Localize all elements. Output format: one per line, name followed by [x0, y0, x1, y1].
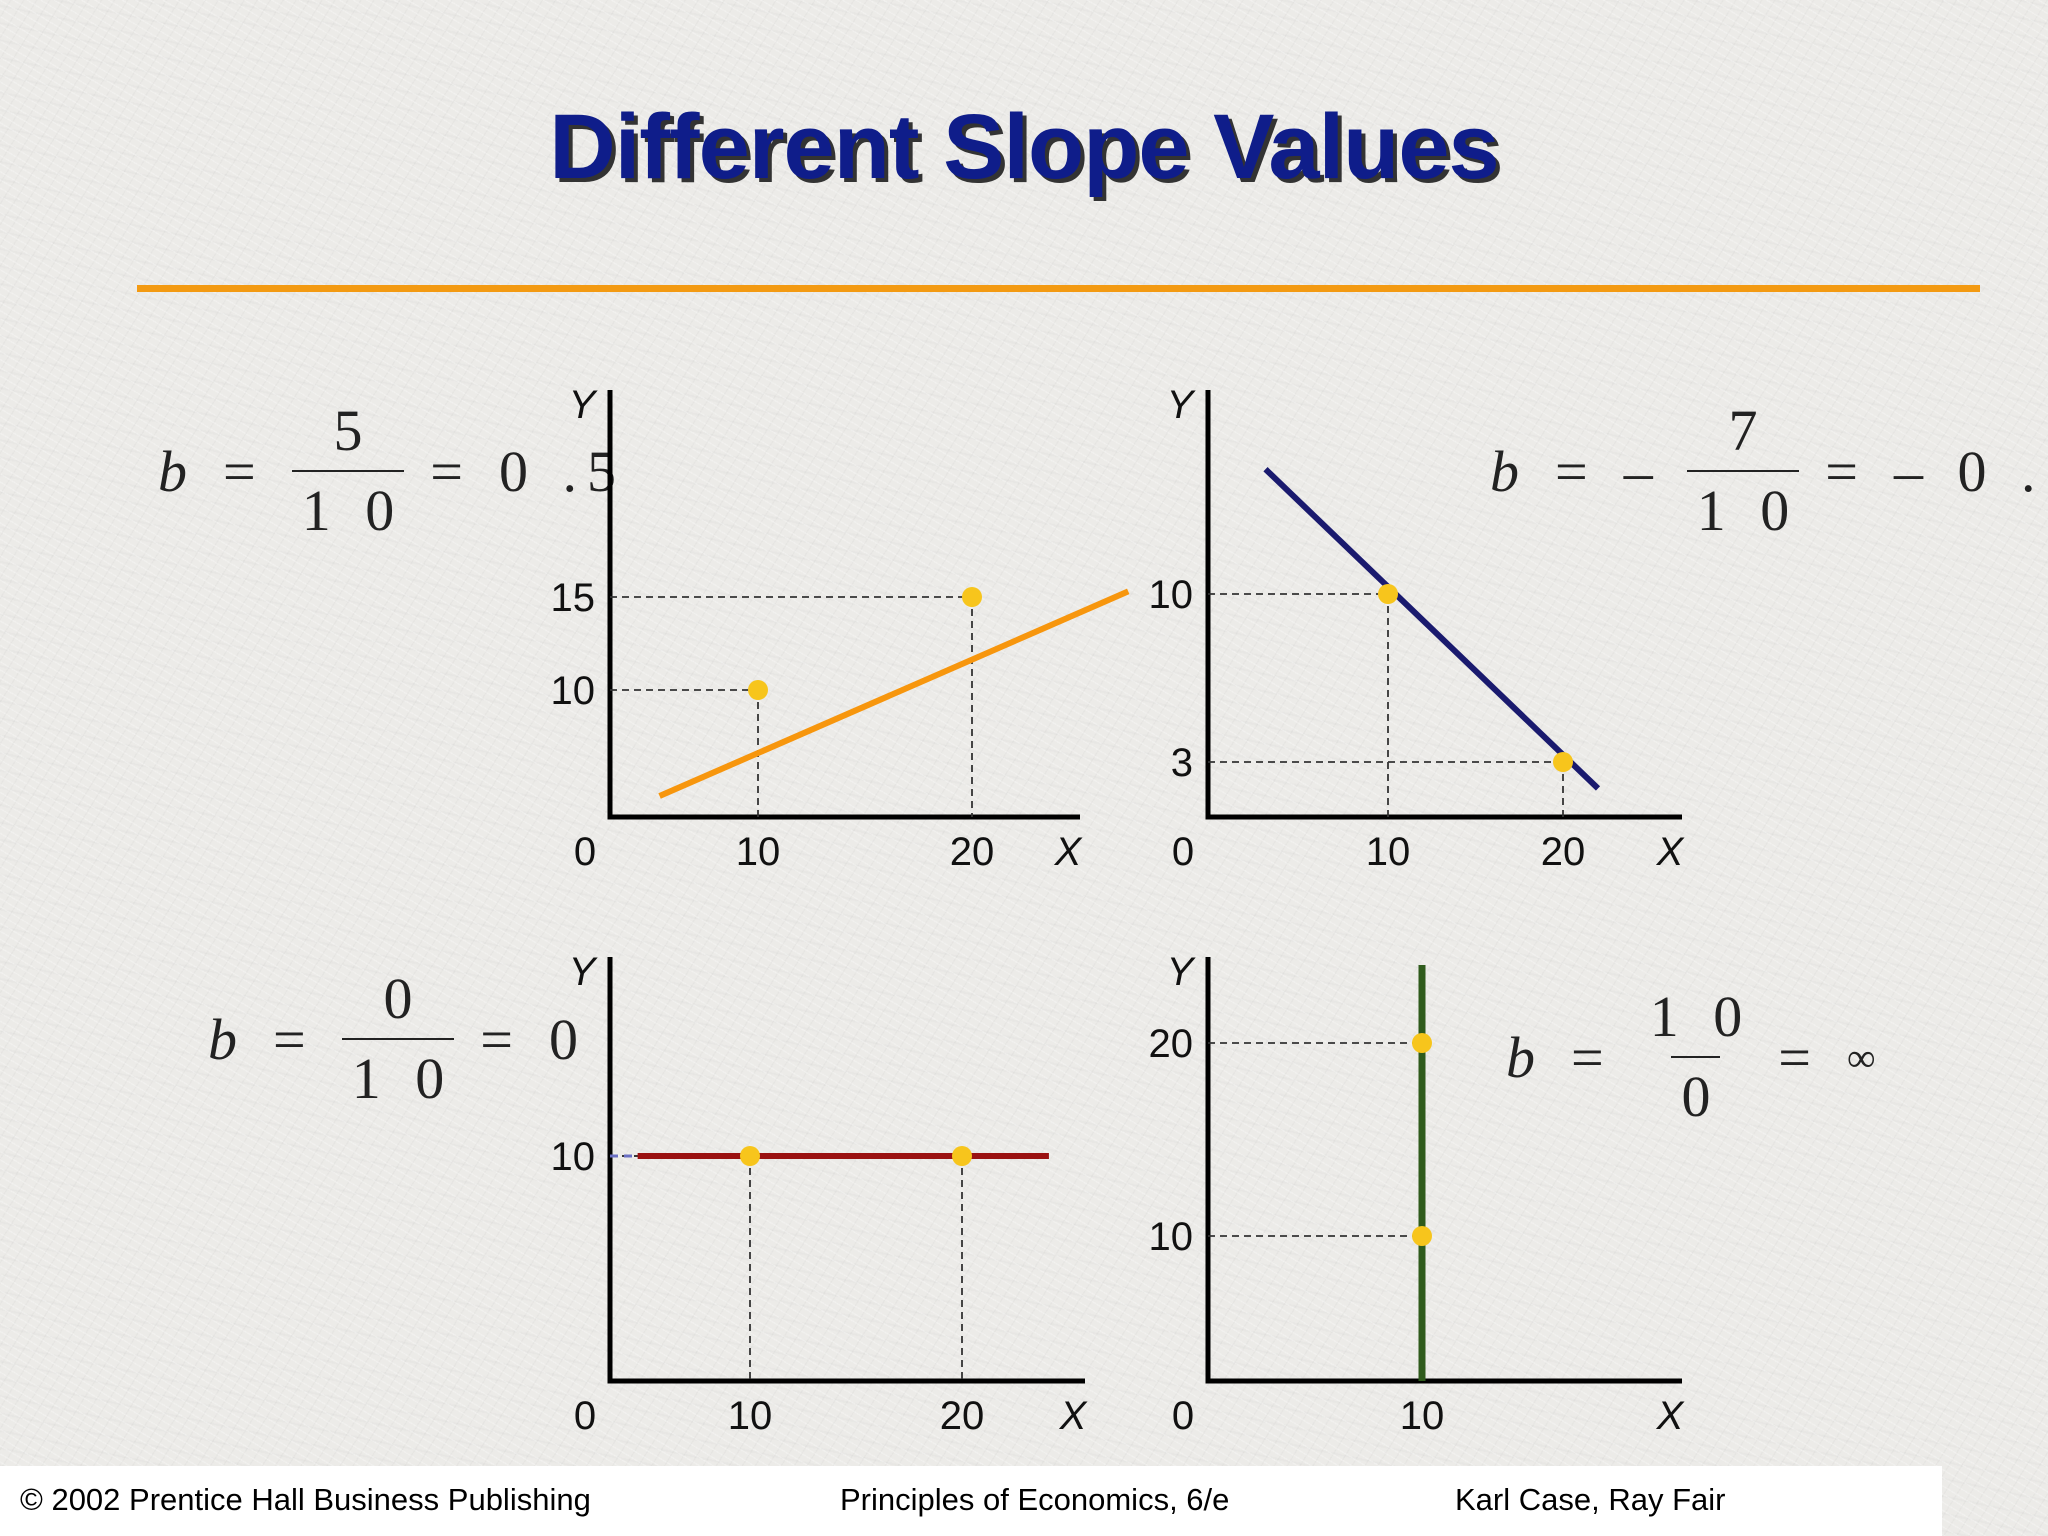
formula-result: – 0 .7: [1893, 438, 2048, 504]
formula-equals: =: [480, 1006, 523, 1072]
y-tick-label: 10: [1149, 1215, 1194, 1259]
footer-copyright: © 2002 Prentice Hall Business Publishing: [20, 1482, 591, 1517]
y-axis-label: Y: [569, 383, 599, 427]
footer: © 2002 Prentice Hall Business Publishing…: [0, 1466, 1942, 1536]
axes: [607, 390, 1080, 820]
formula-equals: =: [1555, 438, 1598, 504]
formula-result: 0: [548, 1006, 588, 1072]
formula-equals: =: [223, 438, 266, 504]
formula-equals: =: [430, 438, 473, 504]
formula-equals: =: [1778, 1024, 1821, 1090]
formula-numerator: 5: [333, 398, 373, 463]
data-point: [1553, 752, 1573, 772]
formula-numerator: 7: [1728, 398, 1768, 463]
title-rule: [137, 285, 1980, 292]
x-axis-label: X: [1656, 1394, 1685, 1438]
y-tick-label: 3: [1171, 741, 1193, 785]
x-axis-label: X: [1059, 1394, 1088, 1438]
formula-denominator: 1 0: [291, 470, 405, 540]
chart-panel-3: Y X 0 10 20 10: [551, 950, 1088, 1438]
slide-title: Different Slope Values: [549, 96, 1499, 198]
formula-equals: =: [1571, 1024, 1614, 1090]
slope-formula-3: b = 0 1 0 = 0: [208, 970, 588, 1108]
footer-book-title: Principles of Economics, 6/e: [840, 1482, 1230, 1517]
data-point: [740, 1146, 760, 1166]
formula-equals: =: [273, 1006, 316, 1072]
chart-panel-1: Y X 0 10 20 10 15: [551, 383, 1130, 874]
formula-equals: =: [1825, 438, 1868, 504]
slope-formula-4: b = 1 0 0 = ∞: [1506, 988, 1885, 1126]
formula-denominator: 0: [1671, 1056, 1721, 1126]
chart-panel-2: Y X 0 10 20 10 3: [1149, 383, 1685, 874]
data-point: [1378, 584, 1398, 604]
x-axis-label: X: [1656, 830, 1685, 874]
formula-numerator: 0: [383, 966, 423, 1031]
formula-denominator: 1 0: [1686, 470, 1800, 540]
data-point: [1412, 1033, 1432, 1053]
formula-variable: b: [158, 438, 197, 504]
x-tick-label: 20: [1541, 830, 1586, 874]
formula-variable: b: [1490, 438, 1529, 504]
chart-panel-4: Y X 0 10 20 10: [1149, 950, 1685, 1438]
y-axis-label: Y: [569, 950, 599, 994]
x-tick-label: 0: [1172, 830, 1194, 874]
y-axis-label: Y: [1167, 383, 1197, 427]
formula-variable: b: [1506, 1024, 1545, 1090]
formula-fraction: 5 1 0: [291, 398, 405, 540]
y-axis-label: Y: [1167, 950, 1197, 994]
slope-formula-1: b = 5 1 0 = 0 .5: [158, 402, 626, 540]
axes: [1205, 957, 1682, 1384]
x-tick-label: 10: [736, 830, 781, 874]
x-tick-label: 10: [728, 1394, 773, 1438]
slope-formula-2: b = – 7 1 0 = – 0 .7: [1490, 402, 2048, 540]
formula-sign: –: [1623, 438, 1663, 504]
formula-fraction: 1 0 0: [1640, 988, 1753, 1126]
x-tick-label: 10: [1400, 1394, 1445, 1438]
formula-variable: b: [208, 1006, 247, 1072]
slope-line: [658, 588, 1130, 799]
x-tick-label: 20: [950, 830, 995, 874]
x-tick-label: 0: [1172, 1394, 1194, 1438]
data-point: [962, 587, 982, 607]
formula-denominator: 1 0: [341, 1038, 455, 1108]
x-axis-label: X: [1054, 830, 1083, 874]
x-tick-label: 0: [574, 1394, 596, 1438]
y-tick-label: 20: [1149, 1022, 1194, 1066]
data-point: [1412, 1226, 1432, 1246]
x-tick-label: 10: [1366, 830, 1411, 874]
formula-fraction: 7 1 0: [1686, 398, 1800, 540]
slope-line: [1263, 467, 1601, 791]
y-tick-label: 10: [1149, 573, 1194, 617]
formula-result: ∞: [1846, 1034, 1886, 1080]
y-tick-label: 10: [551, 669, 596, 713]
formula-result: 0 .5: [498, 438, 626, 504]
formula-numerator: 1 0: [1649, 984, 1753, 1049]
x-tick-label: 0: [574, 830, 596, 874]
data-point: [952, 1146, 972, 1166]
x-tick-label: 20: [940, 1394, 985, 1438]
data-point: [748, 680, 768, 700]
axes: [607, 957, 1085, 1384]
formula-fraction: 0 1 0: [341, 966, 455, 1108]
footer-authors: Karl Case, Ray Fair: [1455, 1482, 1726, 1517]
y-tick-label: 10: [551, 1135, 596, 1179]
y-tick-label: 15: [551, 576, 596, 620]
axes: [1205, 390, 1682, 820]
